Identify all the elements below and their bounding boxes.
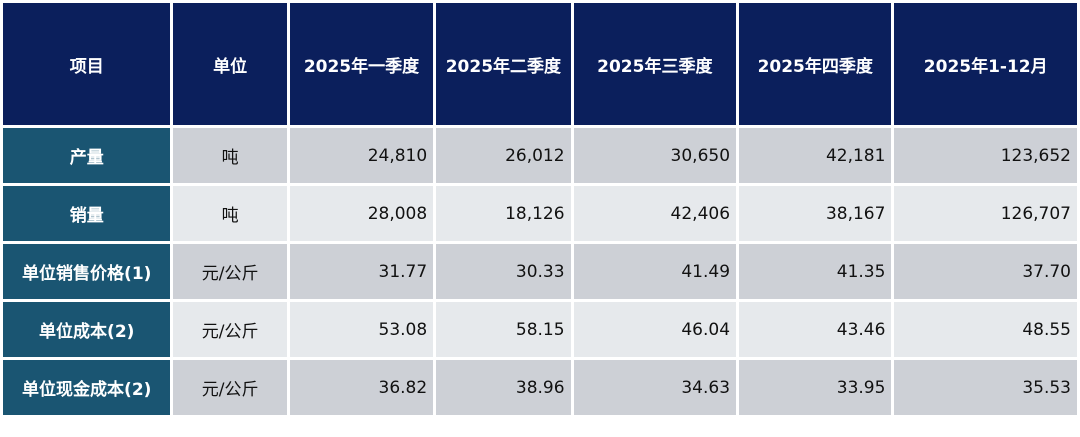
header-full-year: 2025年1-12月 xyxy=(894,3,1077,125)
table-header-row: 项目 单位 2025年一季度 2025年二季度 2025年三季度 2025年四季… xyxy=(3,3,1077,125)
header-q1: 2025年一季度 xyxy=(289,3,434,125)
cell-q3: 34.63 xyxy=(573,360,737,415)
row-unit: 元/公斤 xyxy=(173,302,287,357)
cell-q2: 58.15 xyxy=(436,302,571,357)
header-unit: 单位 xyxy=(173,3,287,125)
header-q3: 2025年三季度 xyxy=(573,3,737,125)
cell-q2: 38.96 xyxy=(436,360,571,415)
cell-q4: 42,181 xyxy=(739,128,892,183)
cell-q2: 18,126 xyxy=(436,186,571,241)
cell-q4: 38,167 xyxy=(739,186,892,241)
cell-full-year: 126,707 xyxy=(894,186,1077,241)
cell-q1: 31.77 xyxy=(289,244,434,299)
row-label: 产量 xyxy=(3,128,171,183)
cell-q1: 28,008 xyxy=(289,186,434,241)
row-label: 单位成本(2) xyxy=(3,302,171,357)
table-row: 单位销售价格(1) 元/公斤 31.77 30.33 41.49 41.35 3… xyxy=(3,244,1077,299)
cell-q1: 24,810 xyxy=(289,128,434,183)
row-label: 单位销售价格(1) xyxy=(3,244,171,299)
cell-q4: 33.95 xyxy=(739,360,892,415)
cell-q2: 30.33 xyxy=(436,244,571,299)
production-sales-table: 项目 单位 2025年一季度 2025年二季度 2025年三季度 2025年四季… xyxy=(3,3,1077,415)
table-row: 销量 吨 28,008 18,126 42,406 38,167 126,707 xyxy=(3,186,1077,241)
cell-q2: 26,012 xyxy=(436,128,571,183)
header-item: 项目 xyxy=(3,3,171,125)
cell-q3: 41.49 xyxy=(573,244,737,299)
cell-full-year: 35.53 xyxy=(894,360,1077,415)
cell-q1: 53.08 xyxy=(289,302,434,357)
row-unit: 吨 xyxy=(173,128,287,183)
cell-q1: 36.82 xyxy=(289,360,434,415)
cell-q3: 46.04 xyxy=(573,302,737,357)
table-row: 产量 吨 24,810 26,012 30,650 42,181 123,652 xyxy=(3,128,1077,183)
cell-full-year: 48.55 xyxy=(894,302,1077,357)
cell-q4: 43.46 xyxy=(739,302,892,357)
row-unit: 吨 xyxy=(173,186,287,241)
header-q2: 2025年二季度 xyxy=(436,3,571,125)
cell-q3: 42,406 xyxy=(573,186,737,241)
cell-full-year: 123,652 xyxy=(894,128,1077,183)
cell-q3: 30,650 xyxy=(573,128,737,183)
cell-full-year: 37.70 xyxy=(894,244,1077,299)
table-row: 单位成本(2) 元/公斤 53.08 58.15 46.04 43.46 48.… xyxy=(3,302,1077,357)
table-row: 单位现金成本(2) 元/公斤 36.82 38.96 34.63 33.95 3… xyxy=(3,360,1077,415)
row-label: 单位现金成本(2) xyxy=(3,360,171,415)
row-unit: 元/公斤 xyxy=(173,244,287,299)
row-label: 销量 xyxy=(3,186,171,241)
header-q4: 2025年四季度 xyxy=(739,3,892,125)
row-unit: 元/公斤 xyxy=(173,360,287,415)
cell-q4: 41.35 xyxy=(739,244,892,299)
